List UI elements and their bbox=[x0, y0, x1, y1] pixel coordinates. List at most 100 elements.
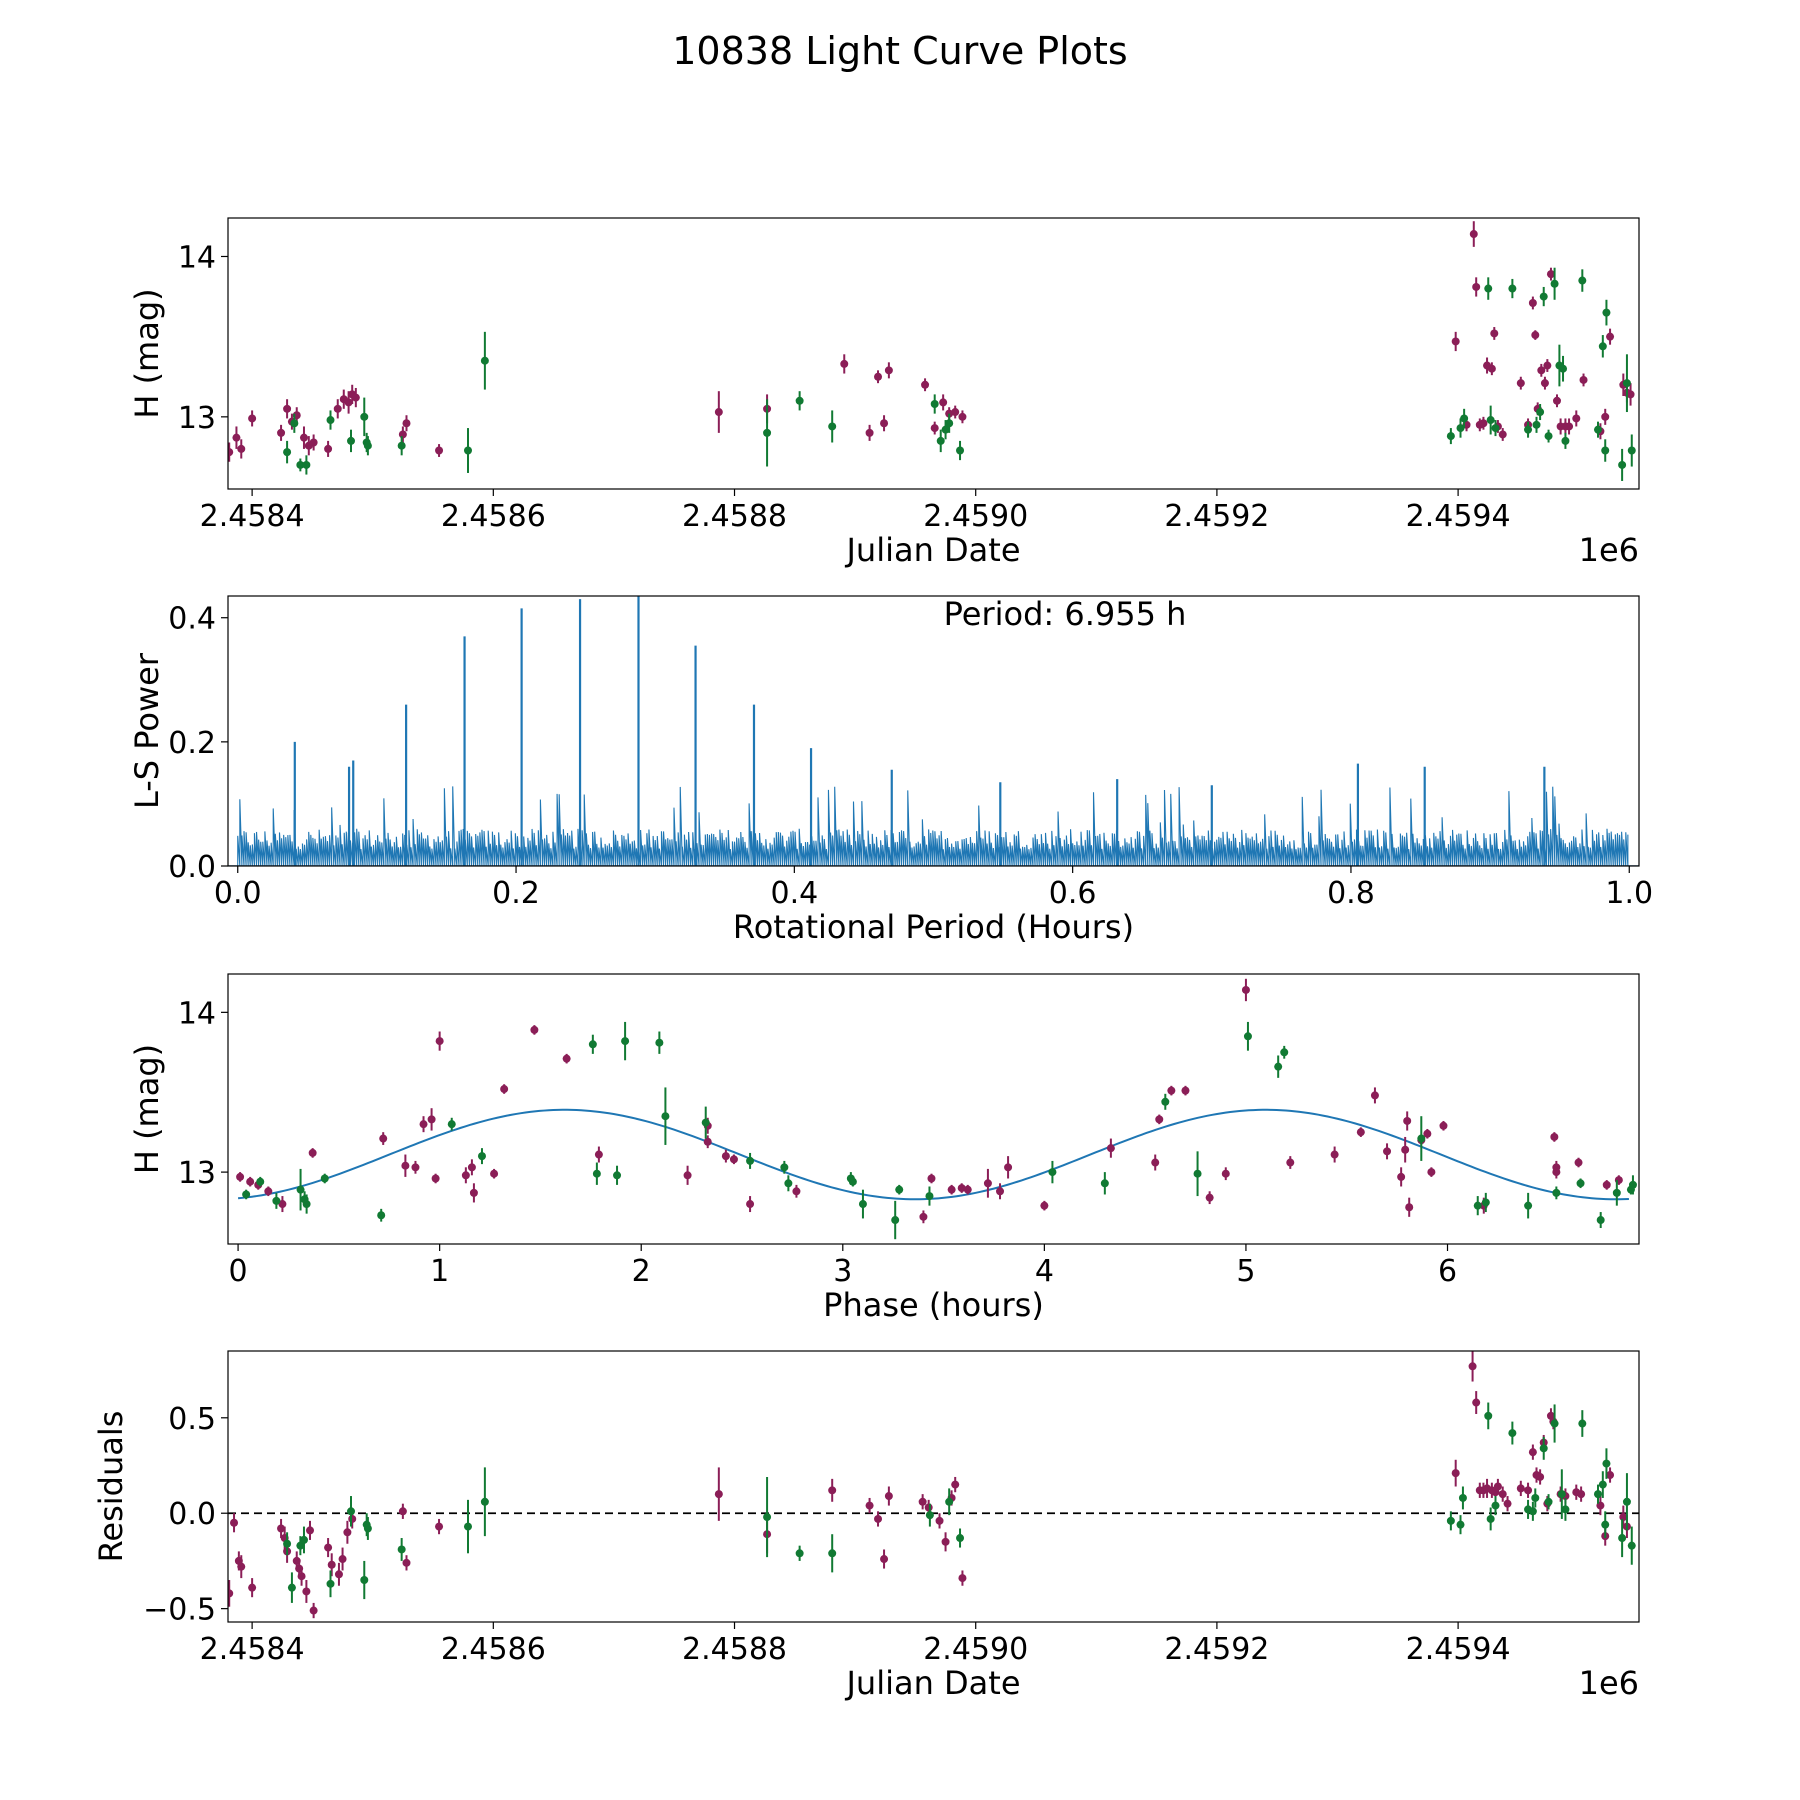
ph-y-axis-label: H (mag) bbox=[128, 1044, 166, 1174]
res-data-point bbox=[228, 1589, 234, 1598]
ph-data-point bbox=[256, 1177, 265, 1186]
ph-data-point bbox=[236, 1172, 245, 1181]
lc-data-point bbox=[1618, 460, 1627, 469]
ph-data-point bbox=[784, 1179, 793, 1188]
lc-data-point bbox=[1622, 379, 1631, 388]
res-data-point bbox=[1618, 1534, 1627, 1543]
ls-y-axis-label: L-S Power bbox=[128, 652, 166, 809]
ph-data-point bbox=[1405, 1203, 1414, 1212]
ph-data-point bbox=[927, 1174, 936, 1183]
ph-data-point bbox=[447, 1120, 456, 1129]
residuals-panel: 2.4584 2.4586 2.4588 2.4590 2.4592 2.4594 −0.5… bbox=[92, 1350, 1640, 1702]
ls-y-tick-label: 0.4 bbox=[168, 602, 216, 637]
light-curve-panel: 2.4584 2.4586 2.4588 2.4590 2.4592 2.4594 13 14… bbox=[128, 217, 1640, 569]
ls-x-tick-label: 0.2 bbox=[492, 876, 540, 911]
res-data-point bbox=[306, 1526, 315, 1535]
lc-data-point bbox=[1472, 282, 1481, 291]
lc-data-point bbox=[936, 436, 945, 445]
res-data-point bbox=[1484, 1411, 1493, 1420]
lc-data-point bbox=[232, 433, 241, 442]
lc-data-point bbox=[296, 460, 305, 469]
ph-data-point bbox=[1151, 1158, 1160, 1167]
res-data-point bbox=[1622, 1497, 1631, 1506]
ph-data-point bbox=[792, 1187, 801, 1196]
res-data-point bbox=[230, 1518, 239, 1527]
ph-data-point bbox=[1401, 1145, 1410, 1154]
ph-data-point bbox=[278, 1200, 287, 1209]
ph-data-point bbox=[588, 1040, 597, 1049]
ph-data-point bbox=[1628, 1180, 1637, 1189]
lc-data-point bbox=[1579, 375, 1588, 384]
res-data-point bbox=[1598, 1480, 1607, 1489]
lc-data-point bbox=[324, 444, 333, 453]
res-data-point bbox=[1593, 1490, 1602, 1499]
ph-axes-frame bbox=[227, 973, 1640, 1245]
res-x-tick-label: 2.4584 bbox=[200, 1632, 305, 1667]
ph-data-point bbox=[427, 1115, 436, 1124]
res-data-point bbox=[884, 1492, 893, 1501]
light-curve-plot-area bbox=[228, 221, 1636, 481]
lc-x-tick-label: 2.4594 bbox=[1406, 499, 1511, 534]
ph-data-point bbox=[1356, 1128, 1365, 1137]
lc-data-point bbox=[290, 419, 299, 428]
ph-data-point bbox=[1241, 985, 1250, 994]
res-data-point bbox=[1561, 1505, 1570, 1514]
lc-data-point bbox=[1565, 422, 1574, 431]
res-data-point bbox=[1536, 1472, 1545, 1481]
res-data-point bbox=[297, 1572, 306, 1581]
ph-data-point bbox=[848, 1177, 857, 1186]
res-data-point bbox=[1601, 1520, 1610, 1529]
lc-data-point bbox=[1544, 432, 1553, 441]
res-data-point bbox=[334, 1570, 343, 1579]
lc-y-axis-label: H (mag) bbox=[128, 288, 166, 418]
ph-x-tick-label: 3 bbox=[833, 1254, 852, 1289]
phased-light-curve-panel: 0 1 2 3 4 5 6 13 14 Phase (hours) H (mag) bbox=[128, 973, 1640, 1324]
lc-data-point bbox=[463, 446, 472, 455]
lc-data-point bbox=[228, 448, 234, 457]
lc-data-point bbox=[1516, 379, 1525, 388]
res-data-point bbox=[918, 1497, 927, 1506]
ph-data-point bbox=[1221, 1169, 1230, 1178]
res-data-point bbox=[326, 1579, 335, 1588]
ph-y-tick-label: 14 bbox=[178, 996, 216, 1031]
ph-data-point bbox=[963, 1185, 972, 1194]
ph-data-point bbox=[1161, 1097, 1170, 1106]
fit-curve bbox=[237, 1108, 1629, 1201]
lc-data-point bbox=[874, 372, 883, 381]
res-data-point bbox=[874, 1514, 883, 1523]
res-data-point bbox=[296, 1541, 305, 1550]
res-data-point bbox=[397, 1545, 406, 1554]
ph-data-point bbox=[925, 1192, 934, 1201]
ph-data-point bbox=[379, 1134, 388, 1143]
lc-x-axis-label: Julian Date bbox=[844, 531, 1020, 569]
lc-data-point bbox=[939, 398, 948, 407]
lc-data-point bbox=[237, 444, 246, 453]
lc-data-point bbox=[1479, 419, 1488, 428]
lc-data-point bbox=[360, 412, 369, 421]
ph-data-point bbox=[1100, 1179, 1109, 1188]
lc-data-point bbox=[309, 438, 318, 447]
ph-data-point bbox=[500, 1085, 509, 1094]
res-data-point bbox=[277, 1524, 286, 1533]
ls-x-axis-label: Rotational Period (Hours) bbox=[733, 908, 1134, 946]
lc-x-tick-label: 2.4588 bbox=[682, 499, 787, 534]
ph-data-point bbox=[477, 1152, 486, 1161]
lc-data-point bbox=[1537, 366, 1546, 375]
lc-data-point bbox=[347, 436, 356, 445]
lc-data-point bbox=[480, 356, 489, 365]
res-data-point bbox=[1550, 1419, 1559, 1428]
res-data-point bbox=[324, 1543, 333, 1552]
lc-data-point bbox=[1598, 342, 1607, 351]
lc-data-point bbox=[1491, 424, 1500, 433]
lc-data-point bbox=[1540, 379, 1549, 388]
lc-data-point bbox=[921, 380, 930, 389]
ph-data-point bbox=[242, 1190, 251, 1199]
lc-data-point bbox=[1572, 414, 1581, 423]
ph-data-point bbox=[721, 1152, 730, 1161]
lc-data-point bbox=[763, 428, 772, 437]
lc-data-point bbox=[1601, 412, 1610, 421]
ph-data-point bbox=[683, 1171, 692, 1180]
lc-data-point bbox=[435, 446, 444, 455]
res-data-point bbox=[941, 1537, 950, 1546]
lc-data-point bbox=[956, 446, 965, 455]
